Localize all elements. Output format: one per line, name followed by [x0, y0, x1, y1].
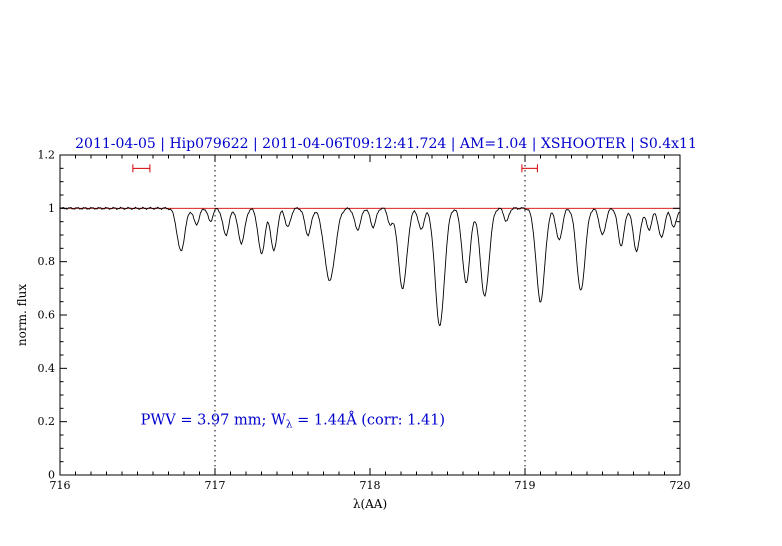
y-tick-label: 1 — [48, 202, 55, 215]
y-axis-label: norm. flux — [15, 284, 29, 346]
x-tick-label: 720 — [670, 479, 691, 492]
tick-labels-group: 716 717 718 719 720 0 0.2 0.4 0.6 0.8 1 1.2 — [38, 149, 691, 493]
plot-title: 2011-04-05 | Hip079622 | 2011-04-06T09:1… — [75, 136, 697, 152]
plot-frame — [59, 154, 681, 476]
pwv-annotation-part: λ — [286, 418, 293, 430]
dotted-vlines-group — [214, 155, 526, 475]
x-tick-label: 717 — [205, 479, 226, 492]
y-tick-label: 1.2 — [38, 149, 56, 162]
x-axis-label: λ(AA) — [353, 497, 387, 511]
pwv-annotation: PWV = 3.97 mm; Wλ = 1.44Å (corr: 1.41) — [141, 410, 446, 430]
pwv-annotation-part: PWV = 3.97 mm; W — [141, 412, 286, 428]
y-tick-label: 0.6 — [38, 309, 56, 322]
y-tick-label: 0.4 — [38, 362, 56, 375]
spectrum-line — [59, 206, 680, 327]
pwv-annotation-part: = 1.44Å (corr: 1.41) — [293, 410, 446, 428]
x-tick-label: 716 — [50, 479, 71, 492]
x-tick-label: 718 — [360, 479, 381, 492]
y-tick-label: 0.2 — [38, 415, 56, 428]
y-tick-label: 0 — [48, 469, 55, 482]
y-tick-label: 0.8 — [38, 255, 56, 268]
x-tick-label: 719 — [515, 479, 536, 492]
spectrum-line-group — [59, 206, 680, 327]
region-markers-group — [132, 164, 538, 173]
